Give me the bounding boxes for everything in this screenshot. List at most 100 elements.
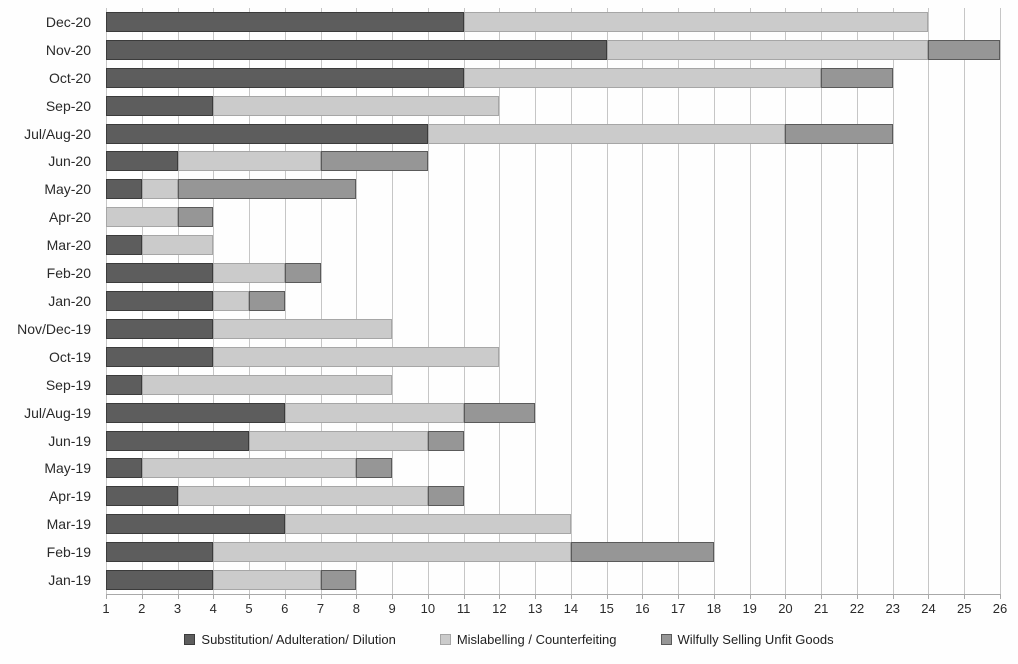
x-tick-label: 14 — [563, 601, 579, 616]
bar-segment-series-2 — [213, 542, 571, 563]
bar-segment-series-3 — [928, 39, 1000, 60]
bar-segment-series-3 — [320, 570, 357, 591]
category-label: Mar-19 — [46, 516, 91, 533]
gridline — [535, 8, 537, 594]
x-axis-tick — [892, 595, 894, 599]
category-label: Nov/Dec-19 — [17, 320, 91, 337]
x-axis-tick — [570, 595, 572, 599]
legend-label: Substitution/ Adulteration/ Dilution — [201, 632, 396, 647]
x-axis-tick — [463, 595, 465, 599]
x-tick-label: 8 — [352, 601, 360, 616]
x-tick-label: 15 — [599, 601, 614, 616]
legend-marker-icon — [660, 634, 672, 645]
category-label: Mar-20 — [46, 237, 91, 254]
bar-segment-series-2 — [213, 95, 500, 116]
gridline — [749, 8, 751, 594]
category-label: May-19 — [44, 460, 91, 477]
bar-segment-series-1 — [106, 235, 142, 256]
bar-segment-series-2 — [213, 346, 500, 367]
gridline — [928, 8, 930, 594]
gridline — [1000, 8, 1001, 594]
category-label: Apr-19 — [48, 488, 91, 505]
x-tick-label: 16 — [635, 601, 650, 616]
x-tick-label: 12 — [492, 601, 507, 616]
bar-segment-series-3 — [284, 263, 321, 284]
x-axis-tick — [249, 595, 251, 599]
x-axis-tick — [678, 595, 680, 599]
bar-segment-series-2 — [141, 458, 357, 479]
x-tick-label: 19 — [742, 601, 757, 616]
gridline — [392, 8, 394, 594]
bar-segment-series-3 — [320, 151, 428, 172]
bar-segment-series-2 — [213, 291, 250, 311]
bar-segment-series-2 — [427, 123, 786, 144]
x-tick-label: 6 — [281, 601, 289, 616]
bar-segment-series-2 — [463, 67, 822, 88]
x-axis-line — [106, 594, 1001, 595]
bar-segment-series-1 — [106, 39, 607, 60]
gridline — [713, 8, 715, 594]
bar-segment-series-1 — [106, 402, 285, 423]
bar-segment-series-1 — [106, 11, 464, 32]
chart-legend: Substitution/ Adulteration/ Dilution Misl… — [0, 632, 1018, 647]
bar-segment-series-2 — [141, 235, 214, 256]
x-axis-tick — [356, 595, 358, 599]
bar-segment-series-2 — [463, 11, 929, 32]
x-tick-label: 25 — [957, 601, 972, 616]
bar-segment-series-3 — [821, 67, 893, 88]
category-label: Jul/Aug-19 — [24, 404, 91, 421]
y-axis-category-labels: Dec-20 Nov-20 Oct-20 Sep-20 Jul/Aug-20 Jun-20… — [0, 8, 97, 594]
legend-item: Wilfully Selling Unfit Goods — [660, 632, 834, 647]
bar-segment-series-3 — [463, 402, 536, 423]
x-axis-tick — [1000, 595, 1001, 599]
gridline — [678, 8, 680, 594]
bar-segment-series-2 — [284, 514, 571, 535]
bar-segment-series-1 — [106, 542, 214, 563]
bar-segment-series-1 — [106, 430, 250, 451]
category-label: Sep-20 — [45, 97, 91, 114]
legend-marker-icon — [439, 634, 451, 645]
bar-segment-series-3 — [427, 486, 464, 507]
bar-segment-series-1 — [106, 263, 214, 284]
bar-segment-series-1 — [106, 514, 285, 535]
bar-segment-series-2 — [177, 486, 428, 507]
x-axis-tick — [928, 595, 930, 599]
legend-label: Mislabelling / Counterfeiting — [456, 632, 617, 647]
x-tick-label: 18 — [706, 601, 722, 616]
gridline — [499, 8, 501, 594]
x-tick-label: 1 — [102, 601, 110, 616]
x-axis-tick — [213, 595, 215, 599]
category-label: Apr-20 — [48, 209, 91, 226]
bar-segment-series-1 — [106, 458, 142, 479]
legend-item: Mislabelling / Counterfeiting — [439, 632, 617, 647]
bar-segment-series-1 — [106, 570, 214, 591]
category-label: Jan-20 — [48, 292, 91, 309]
x-tick-label: 26 — [992, 601, 1008, 616]
x-axis-tick — [856, 595, 858, 599]
x-tick-label: 4 — [209, 601, 217, 616]
x-axis-tick — [320, 595, 322, 599]
bar-segment-series-1 — [106, 318, 214, 339]
bar-segment-series-2 — [606, 39, 929, 60]
x-axis-tick — [642, 595, 644, 599]
x-tick-label: 23 — [885, 601, 900, 616]
bar-segment-series-1 — [106, 374, 142, 395]
x-tick-label: 22 — [849, 601, 865, 616]
category-label: Jan-19 — [48, 572, 91, 589]
gridline — [570, 8, 572, 594]
gridline — [463, 8, 465, 594]
bar-segment-series-1 — [106, 95, 214, 116]
x-tick-label: 21 — [813, 601, 829, 616]
gridline — [785, 8, 787, 594]
gridline — [892, 8, 894, 594]
x-axis-tick — [427, 595, 429, 599]
gridline — [856, 8, 858, 594]
gridline — [964, 8, 966, 594]
bar-segment-series-2 — [177, 151, 321, 172]
x-axis-tick — [392, 595, 394, 599]
bar-segment-series-3 — [356, 458, 393, 479]
x-tick-label: 11 — [456, 601, 471, 616]
bar-segment-series-3 — [177, 207, 214, 228]
bar-segment-series-1 — [106, 123, 428, 144]
